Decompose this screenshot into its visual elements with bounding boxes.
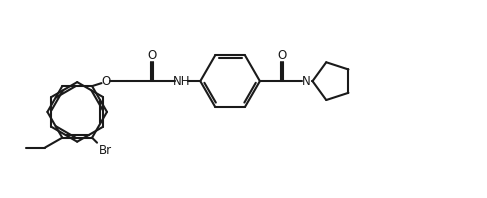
Text: O: O	[147, 49, 156, 62]
Text: O: O	[101, 75, 111, 88]
Text: N: N	[302, 75, 311, 88]
Text: O: O	[278, 49, 287, 62]
Text: Br: Br	[99, 144, 112, 157]
Text: NH: NH	[173, 75, 190, 88]
